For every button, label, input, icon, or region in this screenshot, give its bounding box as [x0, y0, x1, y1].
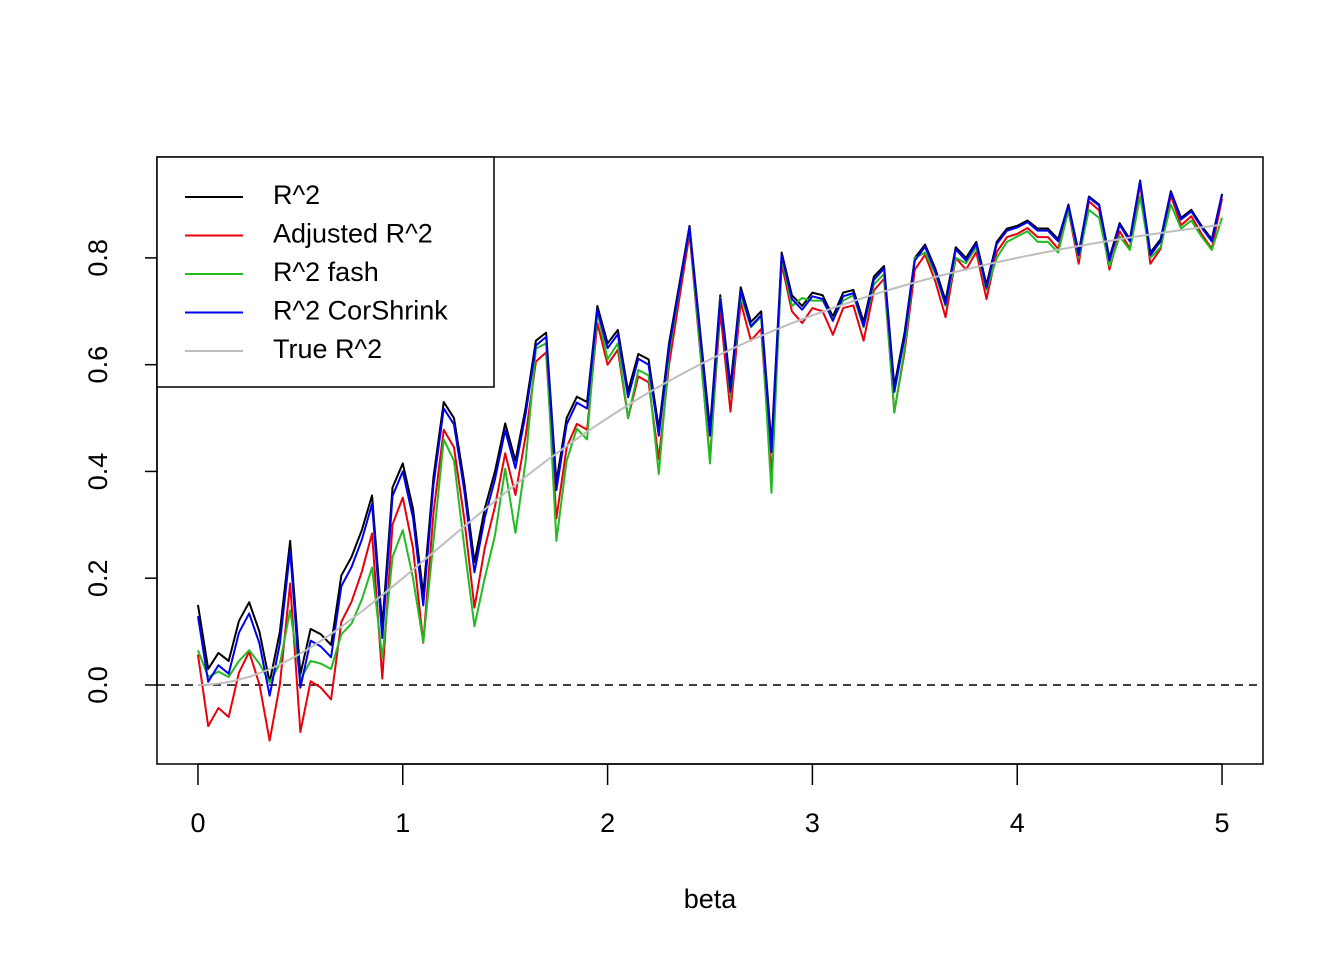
x-tick-label: 3	[805, 808, 820, 838]
y-tick-label: 0.4	[83, 453, 113, 491]
x-tick-label: 4	[1010, 808, 1025, 838]
y-tick-label: 0.2	[83, 559, 113, 597]
y-tick-label: 0.8	[83, 239, 113, 277]
x-tick-label: 2	[600, 808, 615, 838]
series-line	[197, 223, 1223, 686]
x-tick-label: 5	[1215, 808, 1230, 838]
series-line	[196, 180, 1224, 697]
legend-label: R^2 CorShrink	[273, 296, 448, 326]
y-tick-label: 0.0	[83, 666, 113, 704]
legend-label: Adjusted R^2	[273, 219, 433, 249]
legend-label: R^2	[273, 180, 320, 210]
y-tick-label: 0.6	[83, 346, 113, 384]
legend-label: True R^2	[273, 334, 382, 364]
x-axis-label: beta	[684, 884, 738, 914]
x-tick-label: 0	[190, 808, 205, 838]
legend-box	[156, 156, 495, 388]
x-tick-label: 1	[395, 808, 410, 838]
series-line	[197, 195, 1223, 684]
legend-label: R^2 fash	[273, 257, 379, 287]
